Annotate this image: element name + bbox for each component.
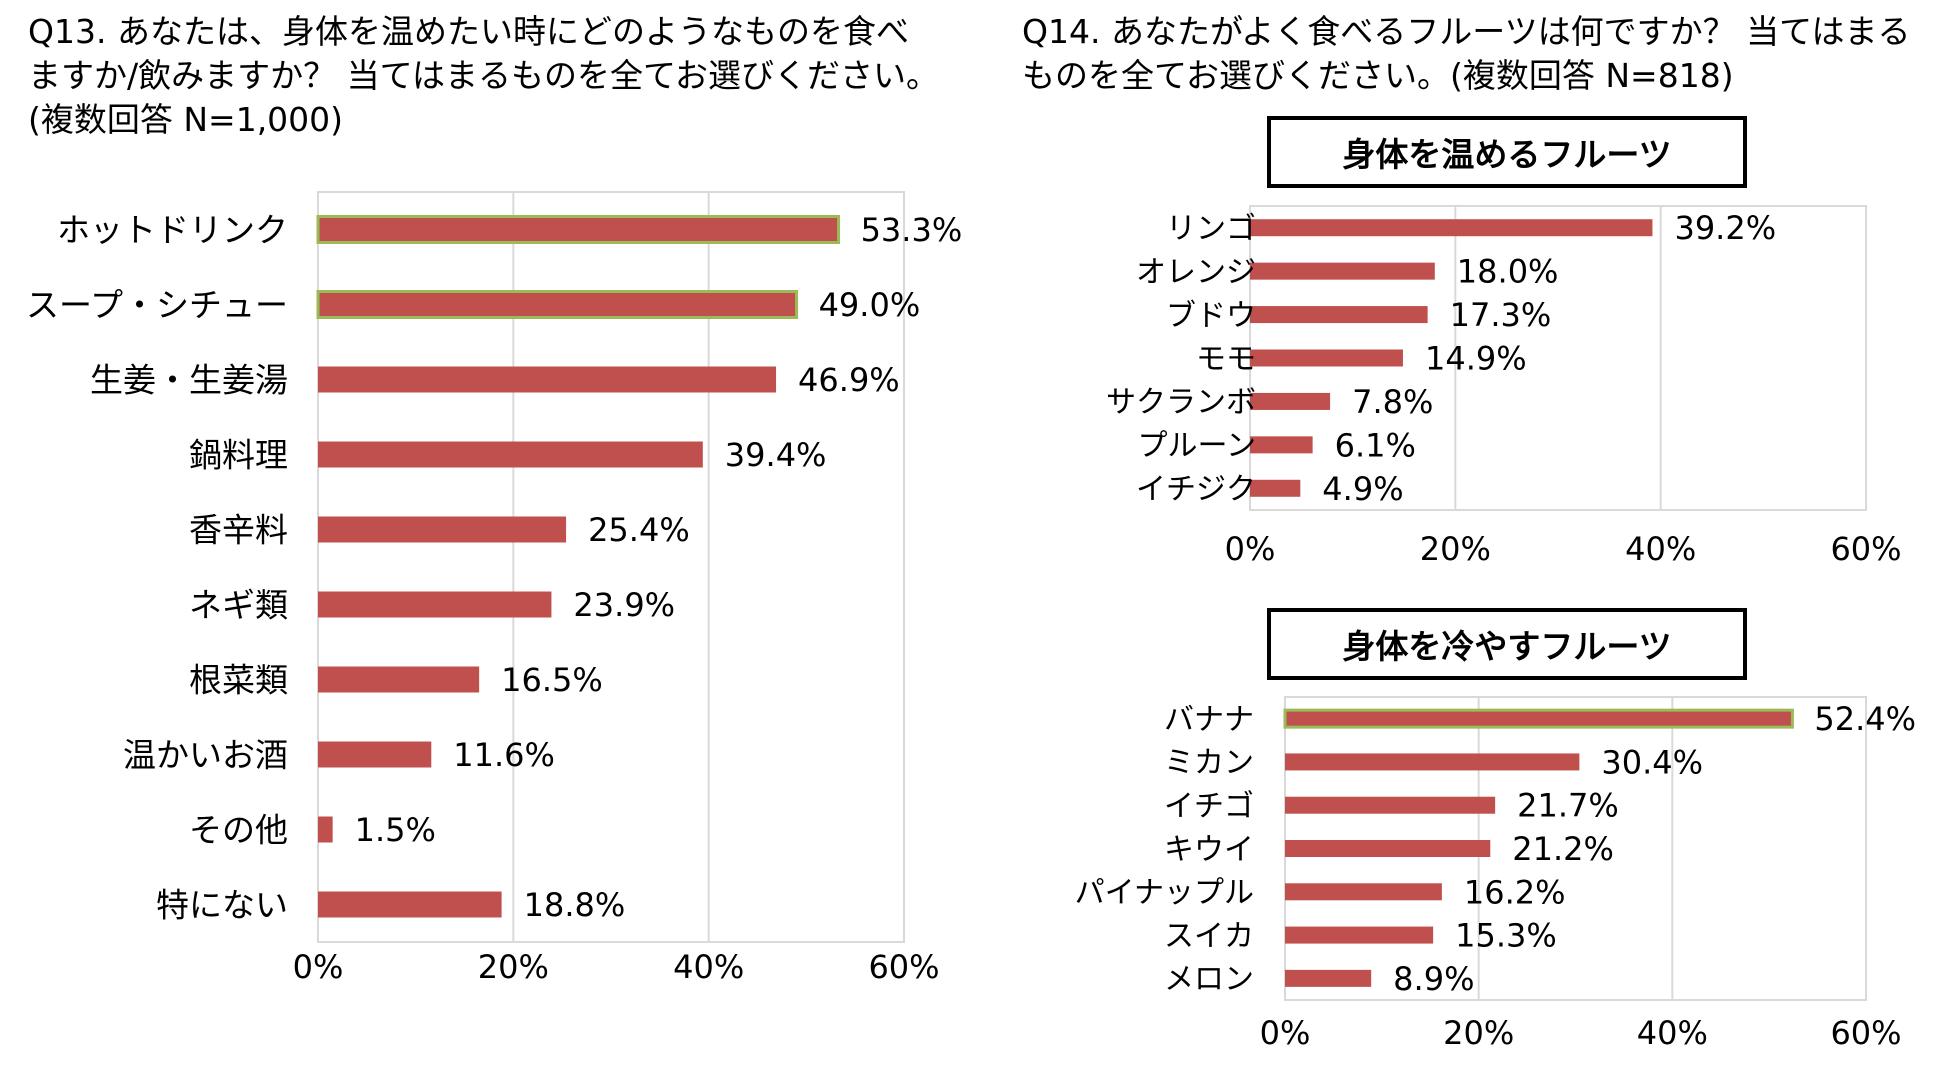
- category-label: メロン: [1164, 962, 1254, 997]
- category-label: ブドウ: [1166, 298, 1256, 333]
- category-label: その他: [189, 810, 288, 849]
- category-label: リンゴ: [1166, 212, 1256, 247]
- bar: [1250, 436, 1313, 454]
- value-label: 21.7%: [1517, 787, 1619, 825]
- value-label: 4.9%: [1322, 470, 1403, 508]
- bar: [1250, 219, 1653, 237]
- bar: [1250, 392, 1331, 410]
- category-label: ミカン: [1164, 746, 1254, 781]
- bar: [1250, 349, 1403, 367]
- category-label: 生姜・生姜湯: [90, 360, 288, 399]
- q14-question-title: Q14. あなたがよく食べるフルーツは何ですか？ 当てはまる ものを全てお選びく…: [1022, 12, 1911, 95]
- x-tick-label: 20%: [478, 948, 549, 986]
- category-label: オレンジ: [1136, 255, 1256, 290]
- category-label: パイナップル: [1075, 876, 1254, 911]
- value-label: 18.8%: [524, 886, 626, 924]
- x-tick-label: 60%: [1830, 530, 1901, 568]
- bar: [318, 441, 703, 468]
- q13-question-title: Q13. あなたは、身体を温めたい時にどのようなものを食べ ますか/飲みますか？…: [28, 12, 939, 139]
- bar: [318, 366, 777, 393]
- category-label: モモ: [1196, 342, 1256, 377]
- value-label: 46.9%: [798, 361, 900, 399]
- bar: [1285, 926, 1434, 944]
- value-label: 17.3%: [1450, 296, 1552, 334]
- bar: [316, 290, 799, 319]
- category-label: 鍋料理: [189, 435, 288, 474]
- bar: [1285, 796, 1496, 814]
- value-label: 16.2%: [1464, 873, 1566, 911]
- bar: [318, 516, 567, 543]
- x-tick-label: 20%: [1420, 530, 1491, 568]
- category-label: イチゴ: [1164, 789, 1254, 824]
- bar: [318, 666, 480, 693]
- category-label: 温かいお酒: [123, 735, 288, 774]
- value-label: 21.2%: [1512, 830, 1614, 868]
- cool-fruit-section-title: 身体を冷やすフルーツ: [1267, 608, 1747, 680]
- bar: [318, 891, 502, 918]
- x-tick-label: 40%: [1637, 1014, 1708, 1052]
- x-tick-label: 20%: [1443, 1014, 1514, 1052]
- value-label: 30.4%: [1601, 743, 1703, 781]
- bar: [318, 741, 432, 768]
- x-tick-label: 0%: [1260, 1014, 1311, 1052]
- x-tick-label: 40%: [1625, 530, 1696, 568]
- value-label: 25.4%: [588, 511, 690, 549]
- category-label: スープ・シチュー: [26, 285, 288, 324]
- x-tick-label: 40%: [673, 948, 744, 986]
- category-label: 根菜類: [189, 660, 288, 699]
- value-label: 8.9%: [1393, 960, 1474, 998]
- bar: [1250, 479, 1301, 497]
- x-tick-label: 0%: [293, 948, 344, 986]
- value-label: 11.6%: [453, 736, 555, 774]
- bar: [1285, 969, 1372, 987]
- x-tick-label: 60%: [1830, 1014, 1901, 1052]
- value-label: 7.8%: [1352, 383, 1433, 421]
- bar: [1285, 883, 1442, 901]
- value-label: 16.5%: [501, 661, 603, 699]
- category-label: スイカ: [1164, 919, 1254, 954]
- category-label: ネギ類: [189, 585, 288, 624]
- value-label: 6.1%: [1335, 426, 1416, 464]
- value-label: 39.4%: [725, 436, 827, 474]
- value-label: 52.4%: [1814, 700, 1916, 738]
- x-tick-label: 60%: [868, 948, 939, 986]
- bar: [1285, 840, 1491, 857]
- bar: [316, 215, 841, 244]
- bar: [1250, 306, 1428, 324]
- x-tick-label: 0%: [1225, 530, 1276, 568]
- value-label: 39.2%: [1674, 209, 1776, 247]
- value-label: 18.0%: [1457, 253, 1559, 291]
- warm-fruit-section-title: 身体を温めるフルーツ: [1267, 116, 1747, 188]
- category-label: ホットドリンク: [57, 210, 288, 249]
- value-label: 49.0%: [819, 286, 921, 324]
- category-label: バナナ: [1164, 702, 1254, 737]
- category-label: サクランボ: [1106, 385, 1256, 420]
- bar: [1285, 753, 1580, 771]
- category-label: プルーン: [1138, 429, 1257, 464]
- category-label: 特にない: [156, 885, 288, 924]
- bar: [1283, 708, 1794, 729]
- bar: [318, 591, 552, 618]
- bar: [1250, 262, 1435, 280]
- category-label: イチジク: [1136, 472, 1256, 507]
- value-label: 23.9%: [573, 586, 675, 624]
- category-label: キウイ: [1164, 832, 1254, 867]
- value-label: 53.3%: [861, 211, 963, 249]
- value-label: 15.3%: [1455, 917, 1557, 955]
- value-label: 14.9%: [1425, 340, 1527, 378]
- bar: [318, 816, 333, 843]
- category-label: 香辛料: [189, 510, 288, 549]
- value-label: 1.5%: [355, 811, 436, 849]
